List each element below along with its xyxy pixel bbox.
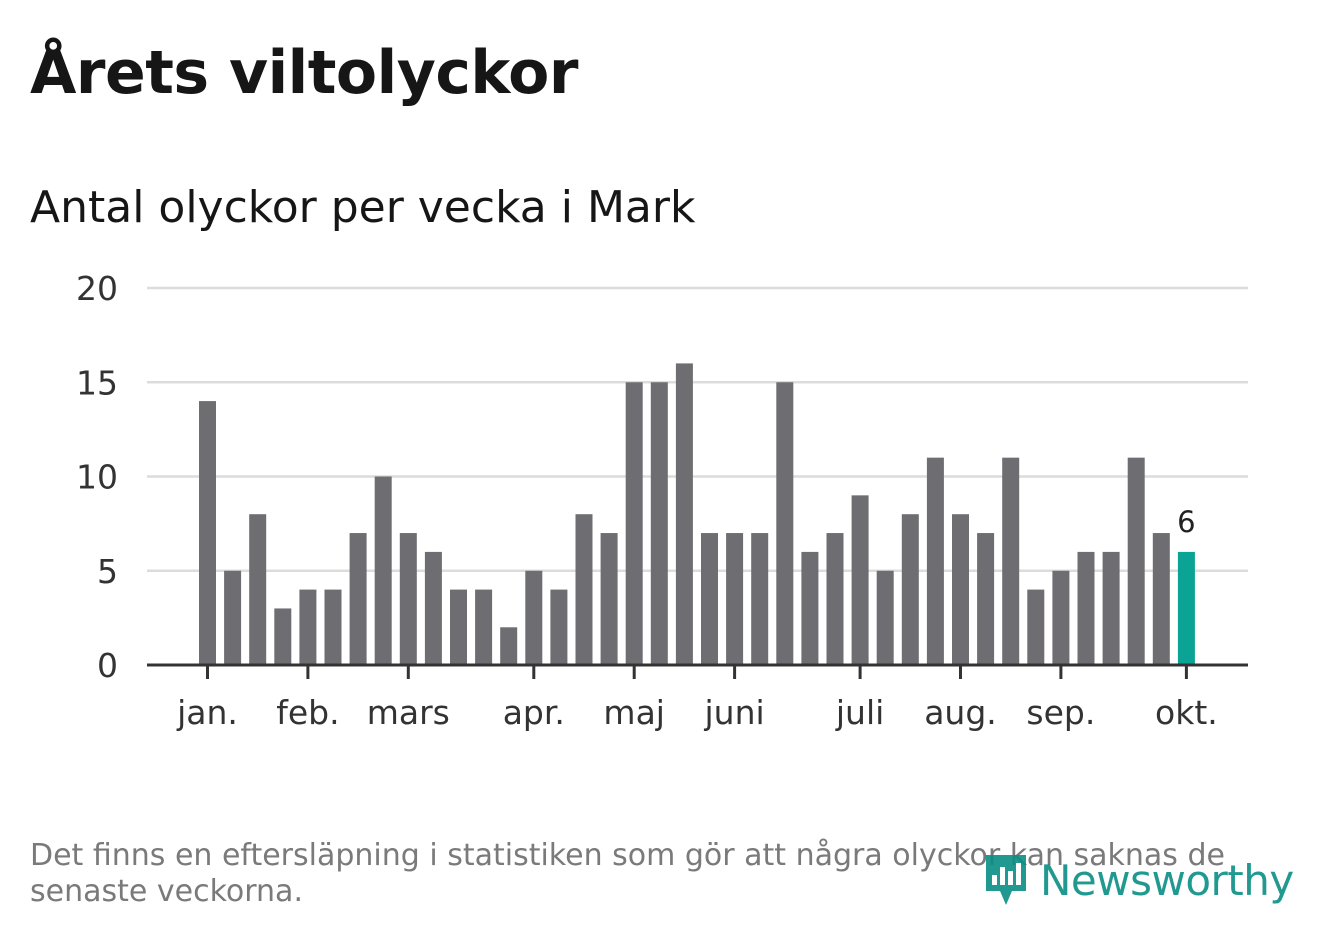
bar	[851, 495, 869, 665]
bar	[525, 570, 543, 665]
x-tick-label: okt.	[1155, 693, 1218, 732]
chart-subtitle: Antal olyckor per vecka i Mark	[30, 182, 696, 233]
x-tick-label: sep.	[1026, 693, 1095, 732]
y-tick-label: 0	[97, 646, 118, 685]
bar	[550, 589, 568, 665]
bar-highlight	[1177, 551, 1195, 665]
bar	[977, 533, 995, 665]
bar	[299, 589, 317, 665]
bar	[1152, 533, 1170, 665]
bar	[776, 382, 794, 665]
x-tick-label: maj	[603, 693, 665, 732]
bar	[751, 533, 769, 665]
bar	[901, 514, 919, 665]
x-tick-label: juli	[835, 693, 884, 732]
bar	[274, 608, 292, 665]
bar	[374, 476, 392, 665]
y-axis-ticks: 0 5 10 15 20	[76, 269, 118, 685]
y-tick-label: 10	[76, 458, 118, 497]
gridlines	[147, 286, 1248, 572]
bar	[876, 570, 894, 665]
x-tick-label: aug.	[924, 693, 997, 732]
bars	[199, 363, 1195, 665]
bar	[249, 514, 267, 665]
brand-name: Newsworthy	[1040, 855, 1294, 905]
bar	[1077, 551, 1095, 665]
bar	[475, 589, 493, 665]
bar	[349, 533, 367, 665]
data-label-highlight: 6	[1177, 505, 1195, 539]
x-tick-label: juni	[704, 693, 765, 732]
data-labels: 6	[1177, 505, 1195, 539]
bar	[500, 627, 518, 665]
bar	[1002, 457, 1020, 665]
bar	[450, 589, 467, 665]
bar	[224, 570, 242, 665]
y-tick-label: 20	[76, 269, 118, 308]
bar	[926, 457, 944, 665]
bar	[199, 401, 216, 665]
x-axis-ticks: jan. feb. mars apr. maj juni juli aug. sep. okt.	[176, 665, 1218, 732]
y-tick-label: 15	[76, 363, 118, 402]
bar	[424, 551, 442, 665]
bar	[675, 363, 693, 665]
bar	[600, 533, 618, 665]
bar	[1127, 457, 1145, 665]
bar	[575, 514, 593, 665]
chart-title: Årets viltolyckor	[30, 38, 579, 108]
bar	[650, 382, 668, 665]
bar	[701, 533, 718, 665]
bar	[952, 514, 969, 665]
bar	[1027, 589, 1045, 665]
bar	[726, 533, 744, 665]
bar	[1052, 570, 1070, 665]
bar	[625, 382, 643, 665]
newsworthy-logo-icon	[986, 855, 1026, 905]
bar	[801, 551, 819, 665]
bar	[826, 533, 844, 665]
y-tick-label: 5	[97, 552, 118, 591]
x-tick-label: jan.	[176, 693, 238, 732]
bar	[1102, 551, 1120, 665]
x-tick-label: mars	[367, 693, 450, 732]
bar	[324, 589, 342, 665]
bar-chart: 0 5 10 15 20 jan. feb. mars apr. maj juni juli aug.…	[76, 269, 1248, 732]
bar	[399, 533, 417, 665]
x-tick-label: apr.	[503, 693, 565, 732]
brand-logo[interactable]: Newsworthy	[982, 848, 1294, 912]
x-tick-label: feb.	[276, 693, 339, 732]
